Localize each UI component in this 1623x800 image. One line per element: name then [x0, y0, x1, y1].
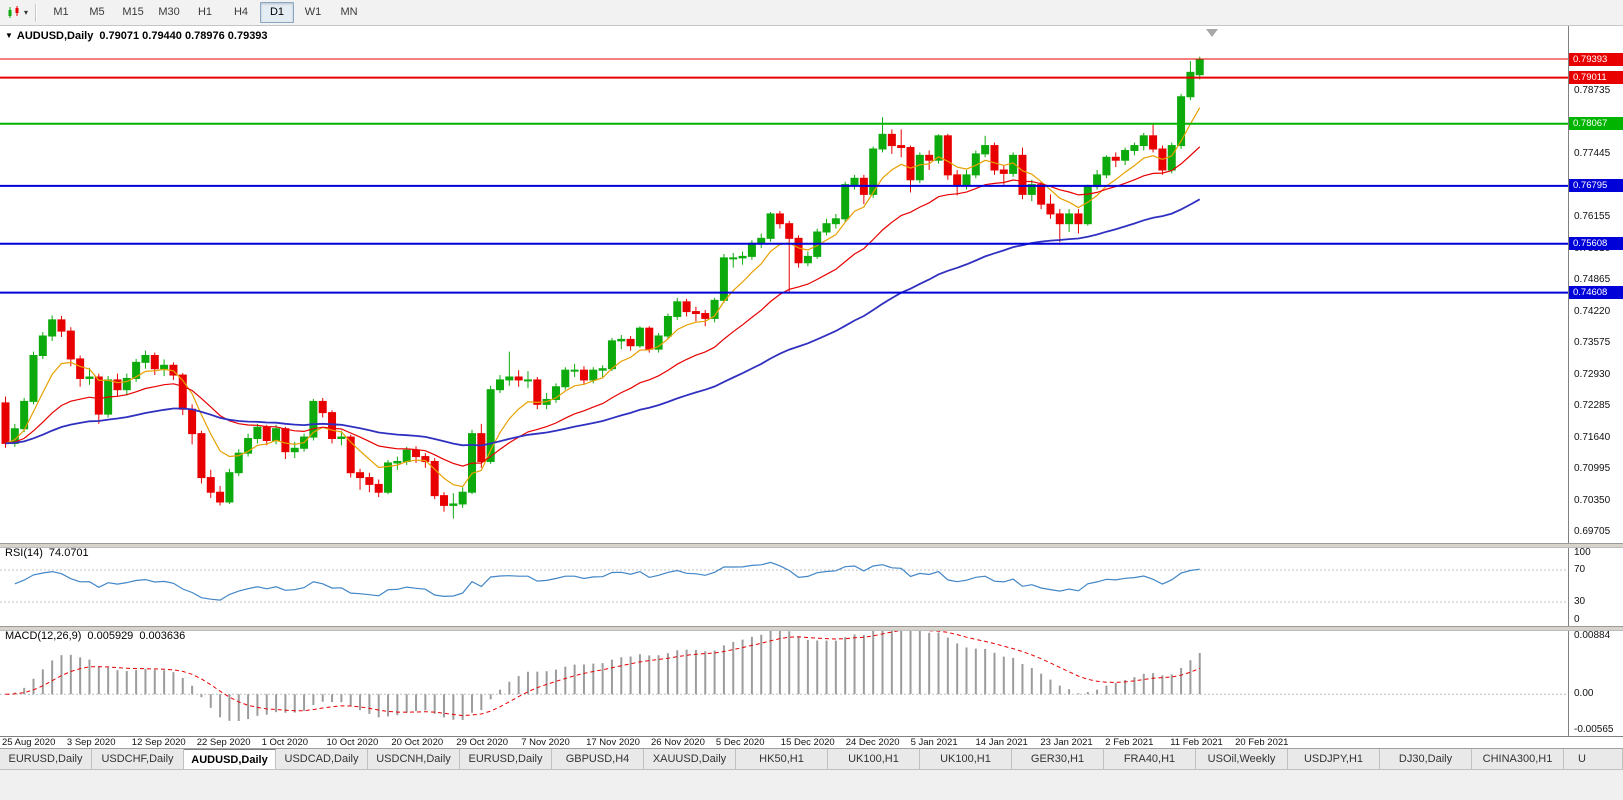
time-axis-line [0, 736, 1623, 737]
macd-panel-splitter[interactable] [0, 626, 1623, 631]
chart-tab-usdcad-daily[interactable]: USDCAD,Daily [276, 749, 368, 769]
date-label: 10 Oct 2020 [326, 737, 379, 748]
date-label: 17 Nov 2020 [586, 737, 640, 748]
chart-tab-hk50-h1[interactable]: HK50,H1 [736, 749, 828, 769]
mini-candles-icon [8, 6, 19, 18]
chart-tab-audusd-daily[interactable]: AUDUSD,Daily [184, 749, 276, 769]
macd-name: MACD(12,26,9) [5, 630, 82, 642]
timeframe-button-m1[interactable]: M1 [53, 6, 69, 18]
date-label: 14 Jan 2021 [975, 737, 1028, 748]
timeframe-button-m30[interactable]: M30 [158, 6, 180, 18]
date-label: 20 Oct 2020 [391, 737, 444, 748]
chart-tab-china300-h1[interactable]: CHINA300,H1 [1472, 749, 1564, 769]
chevron-down-icon[interactable]: ▾ [24, 8, 29, 17]
bid-price-badge: 0.79393 [1569, 52, 1623, 66]
timeframe-button-m5[interactable]: M5 [89, 6, 105, 18]
date-label: 15 Dec 2020 [780, 737, 835, 748]
resistance-green-badge: 0.78067 [1569, 117, 1623, 131]
macd-axis-tick: 0.00884 [1574, 630, 1611, 641]
chart-tab-u[interactable]: U [1564, 749, 1623, 769]
chart-tab-xauusd-daily[interactable]: XAUUSD,Daily [644, 749, 736, 769]
chart-tab-gbpusd-h4[interactable]: GBPUSD,H4 [552, 749, 644, 769]
rsi-panel-splitter[interactable] [0, 543, 1623, 548]
date-label: 11 Feb 2021 [1170, 737, 1223, 748]
chart-window[interactable]: 0.793800.787350.780900.774450.768000.761… [0, 26, 1623, 748]
price-axis-tick: 0.70995 [1574, 463, 1611, 475]
ohlc-values: 0.79071 0.79440 0.78976 0.79393 [99, 30, 268, 42]
price-axis-tick: 0.72285 [1574, 400, 1611, 412]
chart-tab-usdcnh-daily[interactable]: USDCNH,Daily [368, 749, 460, 769]
date-label: 3 Sep 2020 [66, 737, 116, 748]
timeframe-button-mn[interactable]: MN [340, 6, 358, 18]
price-axis-tick: 0.78735 [1574, 85, 1611, 97]
chart-tab-dj30-daily[interactable]: DJ30,Daily [1380, 749, 1472, 769]
rsi-axis-tick: 30 [1574, 596, 1586, 607]
date-label: 29 Oct 2020 [456, 737, 509, 748]
rsi-axis-tick: 100 [1574, 547, 1591, 558]
rsi-label: RSI(14) 74.0701 [5, 547, 89, 559]
rsi-name: RSI(14) [5, 547, 43, 559]
chart-shift-marker-icon [1206, 29, 1218, 37]
date-label: 20 Feb 2021 [1235, 737, 1289, 748]
date-label: 25 Aug 2020 [2, 737, 56, 748]
date-label: 23 Jan 2021 [1040, 737, 1093, 748]
status-bar [0, 769, 1623, 800]
macd-axis-tick: -0.00565 [1574, 724, 1614, 735]
chart-period-icon[interactable] [6, 5, 22, 20]
price-axis-tick: 0.72930 [1574, 368, 1611, 380]
price-axis-tick: 0.73575 [1574, 337, 1611, 349]
timeframe-button-m15[interactable]: M15 [122, 6, 144, 18]
price-axis-tick: 0.71640 [1574, 431, 1611, 443]
price-axis-tick: 0.77445 [1574, 148, 1611, 160]
date-label: 5 Jan 2021 [910, 737, 958, 748]
date-label: 26 Nov 2020 [651, 737, 705, 748]
price-axis[interactable]: 0.793800.787350.780900.774450.768000.761… [1568, 26, 1623, 736]
support-blue-badge-2: 0.75608 [1569, 237, 1623, 251]
chart-tab-usoil-weekly[interactable]: USOil,Weekly [1196, 749, 1288, 769]
symbol-label: AUDUSD,Daily [16, 30, 94, 42]
price-axis-tick: 0.76155 [1574, 211, 1611, 223]
time-axis[interactable]: 25 Aug 2020 3 Sep 2020 12 Sep 2020 22 Sep 2… [0, 737, 1568, 748]
chart-tab-usdchf-daily[interactable]: USDCHF,Daily [92, 749, 184, 769]
timeframes-toolbar: ▾ M1 M5 M15 M30 H1 H4 D1 W1 MN [0, 0, 1623, 26]
chart-tab-uk100-h1[interactable]: UK100,H1 [920, 749, 1012, 769]
rsi-value: 74.0701 [48, 547, 89, 559]
timeframe-button-h1[interactable]: H1 [197, 6, 213, 18]
chart-tab-uk100-h1[interactable]: UK100,H1 [828, 749, 920, 769]
rsi-axis-tick: 0 [1574, 614, 1580, 625]
chart-tab-fra40-h1[interactable]: FRA40,H1 [1104, 749, 1196, 769]
resistance-red-badge: 0.79011 [1569, 71, 1623, 85]
date-label: 12 Sep 2020 [131, 737, 186, 748]
date-label: 2 Feb 2021 [1105, 737, 1154, 748]
date-label: 5 Dec 2020 [715, 737, 765, 748]
support-blue-badge-3: 0.74608 [1569, 286, 1623, 300]
chart-tabbar: EURUSD,Daily USDCHF,Daily AUDUSD,Daily USDC… [0, 748, 1623, 769]
date-label: 1 Oct 2020 [261, 737, 309, 748]
price-axis-tick: 0.74865 [1574, 274, 1611, 286]
chart-tab-eurusd-daily[interactable]: EURUSD,Daily [460, 749, 552, 769]
date-label: 24 Dec 2020 [845, 737, 900, 748]
chart-tab-ger30-h1[interactable]: GER30,H1 [1012, 749, 1104, 769]
toolbar-separator [35, 3, 37, 22]
timeframe-buttons: M1 M5 M15 M30 H1 H4 D1 W1 MN [43, 2, 367, 23]
chart-canvas[interactable] [0, 26, 1568, 736]
timeframe-button-h4[interactable]: H4 [233, 6, 249, 18]
date-label: 7 Nov 2020 [521, 737, 570, 748]
price-axis-tick: 0.70350 [1574, 494, 1611, 506]
macd-signal-value: 0.003636 [139, 630, 186, 642]
chart-ohlc-title: ▼ AUDUSD,Daily 0.79071 0.79440 0.78976 0.7… [5, 30, 268, 42]
price-axis-tick: 0.74220 [1574, 305, 1611, 317]
chart-tab-usdjpy-h1[interactable]: USDJPY,H1 [1288, 749, 1380, 769]
macd-label: MACD(12,26,9) 0.005929 0.003636 [5, 630, 185, 642]
price-axis-tick: 0.69705 [1574, 526, 1611, 537]
date-label: 22 Sep 2020 [196, 737, 251, 748]
support-blue-badge-1: 0.76795 [1569, 179, 1623, 193]
expand-arrow-icon[interactable]: ▼ [5, 31, 13, 40]
macd-main-value: 0.005929 [87, 630, 134, 642]
chart-tab-eurusd-daily[interactable]: EURUSD,Daily [0, 749, 92, 769]
macd-axis-tick: 0.00 [1574, 688, 1594, 700]
rsi-axis-tick: 70 [1574, 564, 1586, 575]
timeframe-button-w1[interactable]: W1 [304, 6, 322, 18]
timeframe-button-d1[interactable]: D1 [260, 2, 295, 23]
